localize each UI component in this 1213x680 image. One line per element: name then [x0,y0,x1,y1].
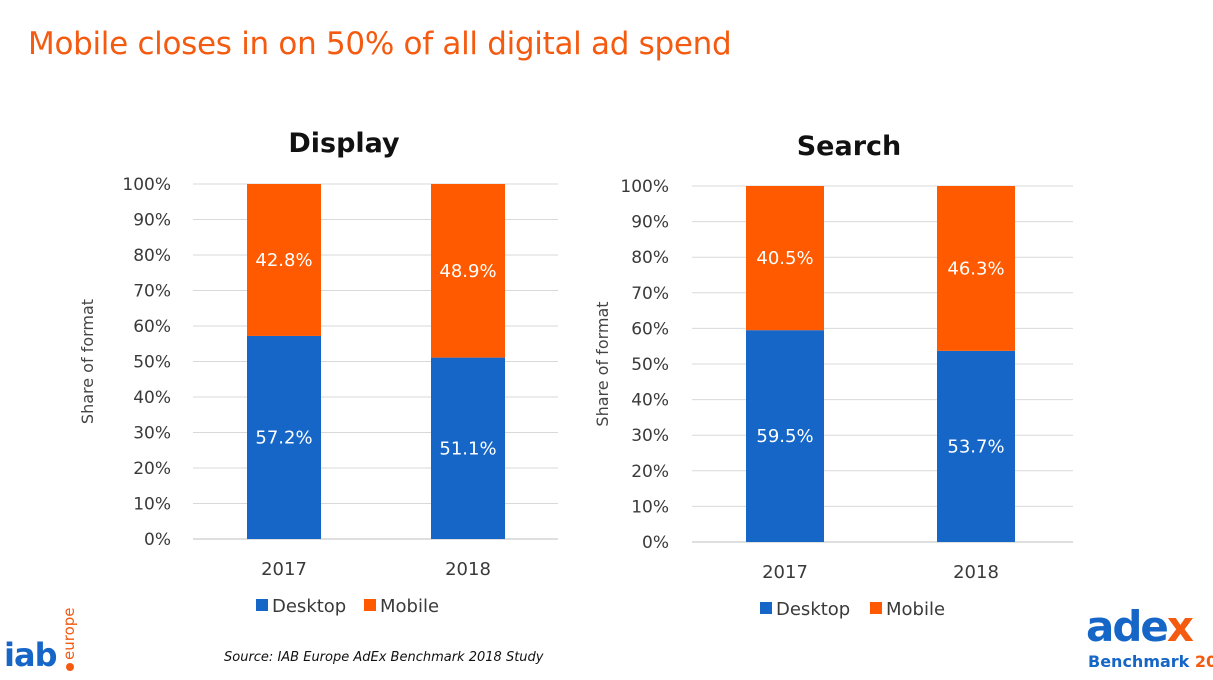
display-y-tick-label: 100% [122,175,171,195]
display-y-tick-label: 50% [133,353,171,373]
adex-benchmark-logo: adex Benchmark 2018 [1080,602,1213,676]
display-y-tick-label: 0% [144,530,171,550]
display-y-tick-label: 60% [133,317,171,337]
search-y-tick-label: 40% [631,391,669,411]
search-data-label-desktop-2017: 59.5% [756,426,813,447]
display-bar-mobile-2018 [431,184,505,358]
search-data-label-mobile-2017: 40.5% [756,248,813,269]
slide-title: Mobile closes in on 50% of all digital a… [28,26,732,62]
display-data-label-mobile-2017: 42.8% [255,250,312,271]
display-x-tick-label: 2018 [445,559,491,580]
search-y-tick-label: 80% [631,248,669,268]
iab-logo-word: iab [4,636,57,674]
search-y-tick-label: 60% [631,319,669,339]
source-note: Source: IAB Europe AdEx Benchmark 2018 S… [224,650,544,665]
search-legend-swatch-mobile [870,602,882,614]
search-chart-title: Search [797,131,902,162]
search-data-label-mobile-2018: 46.3% [947,258,1004,279]
search-y-tick-label: 10% [631,497,669,517]
search-bar-mobile-2018 [937,186,1015,351]
search-y-tick-label: 20% [631,462,669,482]
search-bar-mobile-2017 [746,186,824,331]
search-chart: Search 0% 10% 20% 30% 40% 50% 60% 70% 80% 90% 100% S… [593,131,1073,620]
adex-logo-word: adex [1086,602,1194,651]
search-y-axis-title: Share of format [593,301,612,426]
iab-europe-logo: iab europe [4,608,84,678]
display-y-axis-title: Share of format [78,299,97,424]
display-y-tick-label: 40% [133,388,171,408]
display-bar-desktop-2018 [431,357,505,539]
display-y-tick-label: 90% [133,211,171,231]
display-bar-desktop-2017 [247,335,321,539]
search-data-label-desktop-2018: 53.7% [947,436,1004,457]
display-y-tick-label: 70% [133,282,171,302]
display-legend-label-desktop: Desktop [272,596,346,617]
search-bar-desktop-2018 [937,350,1015,542]
search-bar-desktop-2017 [746,330,824,542]
display-legend-label-mobile: Mobile [380,596,439,617]
search-y-tick-label: 0% [642,533,669,553]
search-x-tick-label: 2018 [953,562,999,583]
iab-logo-dot [66,663,74,671]
search-legend-label-desktop: Desktop [776,599,850,620]
display-y-tick-label: 30% [133,424,171,444]
search-y-tick-label: 70% [631,284,669,304]
search-y-tick-label: 30% [631,426,669,446]
search-y-tick-label: 90% [631,213,669,233]
search-legend-swatch-desktop [760,602,772,614]
display-legend-swatch-desktop [256,599,268,611]
display-y-tick-label: 10% [133,495,171,515]
search-y-tick-label: 50% [631,355,669,375]
display-chart-title: Display [288,128,400,159]
iab-logo-europe: europe [60,607,78,661]
display-data-label-mobile-2018: 48.9% [439,261,496,282]
display-chart: Display 0% 10% 20% 30% 40% 50% 60% 70% 80% 90% 100%… [78,128,558,617]
display-x-tick-label: 2017 [261,559,307,580]
display-data-label-desktop-2018: 51.1% [439,438,496,459]
display-data-label-desktop-2017: 57.2% [255,427,312,448]
adex-logo-subtitle: Benchmark 2018 [1088,652,1213,671]
search-legend-label-mobile: Mobile [886,599,945,620]
display-y-tick-label: 20% [133,459,171,479]
display-bar-mobile-2017 [247,184,321,336]
display-y-tick-label: 80% [133,246,171,266]
display-legend-swatch-mobile [364,599,376,611]
search-y-tick-label: 100% [620,177,669,197]
search-x-tick-label: 2017 [762,562,808,583]
